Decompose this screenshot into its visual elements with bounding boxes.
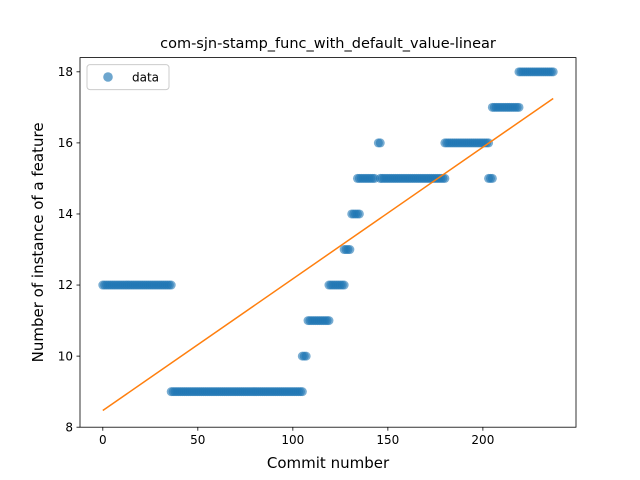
legend-label-data: data (132, 71, 159, 85)
data-point (487, 173, 497, 183)
x-tick-label: 150 (376, 433, 399, 447)
legend-box (86, 64, 170, 91)
data-point (514, 102, 524, 112)
x-axis-label: Commit number (267, 454, 390, 472)
y-tick-label: 10 (58, 349, 73, 363)
y-axis-label: Number of instance of a feature (29, 122, 47, 362)
data-point (375, 138, 385, 148)
legend-marker-data (103, 72, 113, 82)
data-points (98, 67, 558, 397)
x-tick-label: 50 (190, 433, 205, 447)
axes-frame (79, 57, 577, 428)
axes: 0 50 100 150 200 8 10 12 14 16 18 (58, 57, 577, 447)
fit-line (102, 97, 554, 412)
x-tick-label: 0 (99, 433, 107, 447)
data-point (301, 351, 311, 361)
legend: data (86, 64, 170, 91)
y-tick-label: 8 (65, 420, 73, 434)
data-point (297, 387, 307, 397)
data-point (354, 209, 364, 219)
y-tick-label: 16 (58, 136, 73, 150)
x-tick-label: 100 (281, 433, 304, 447)
fit-line-group (102, 97, 554, 412)
y-tick-label: 14 (58, 207, 73, 221)
data-point (548, 67, 558, 77)
data-point (339, 280, 349, 290)
data-point (345, 245, 355, 255)
data-point (324, 316, 334, 326)
y-tick-label: 12 (58, 278, 73, 292)
y-tick-label: 18 (58, 65, 73, 79)
data-point (440, 173, 450, 183)
chart-title: com-sjn-stamp_func_with_default_value-li… (160, 36, 496, 52)
x-tick-label: 200 (471, 433, 494, 447)
data-point (166, 280, 176, 290)
plot-area (80, 57, 576, 428)
